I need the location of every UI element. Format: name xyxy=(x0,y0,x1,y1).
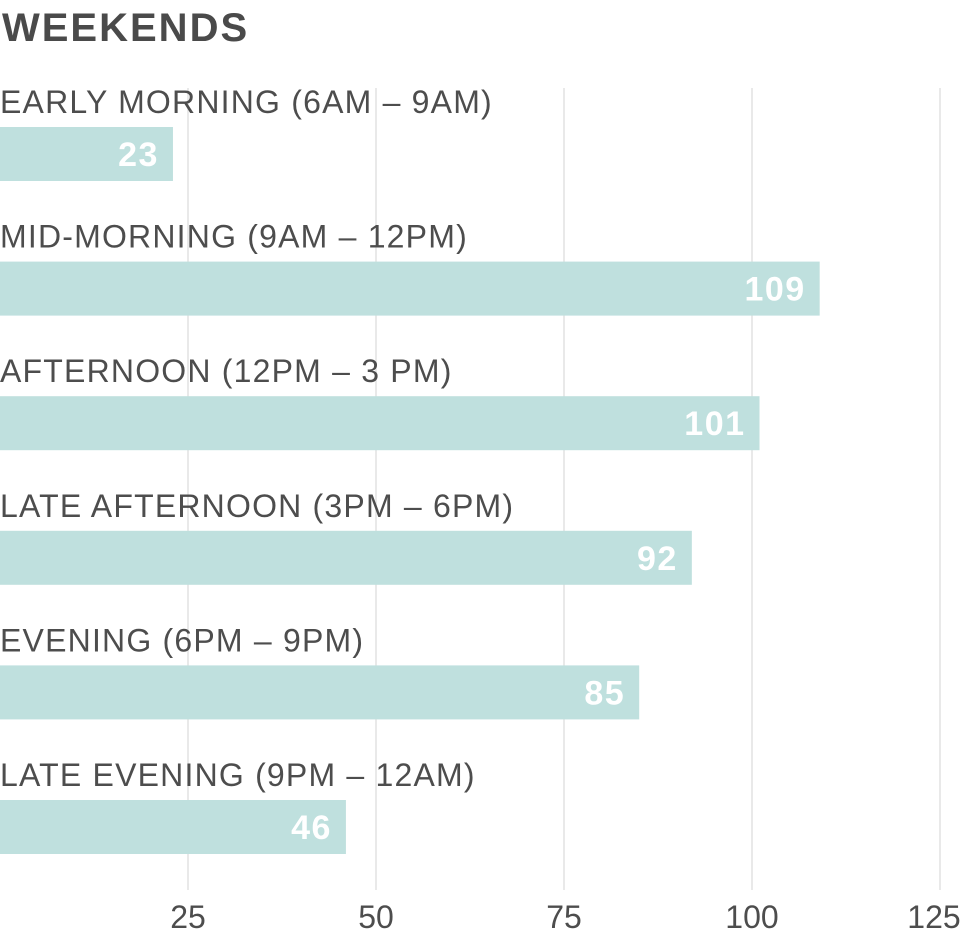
x-tick-label: 50 xyxy=(358,899,394,933)
value-label: 46 xyxy=(291,809,332,847)
chart-title: WEEKENDS xyxy=(2,6,250,50)
value-label: 85 xyxy=(584,674,625,712)
x-tick-label: 125 xyxy=(907,899,960,933)
category-label: EVENING (6PM – 9PM) xyxy=(0,622,364,658)
bar xyxy=(0,261,820,316)
bar xyxy=(0,396,760,451)
value-label: 101 xyxy=(684,405,745,443)
category-label: LATE AFTERNOON (3PM – 6PM) xyxy=(0,488,514,524)
x-tick-label: 75 xyxy=(546,899,582,933)
value-label: 23 xyxy=(118,136,159,174)
bar xyxy=(0,127,173,181)
category-label: LATE EVENING (9PM – 12AM) xyxy=(0,757,476,793)
x-tick-label: 25 xyxy=(170,899,206,933)
bar xyxy=(0,800,346,854)
bar xyxy=(0,665,640,720)
category-label: MID-MORNING (9AM – 12PM) xyxy=(0,219,468,255)
category-label: EARLY MORNING (6AM – 9AM) xyxy=(0,84,493,120)
bar xyxy=(0,530,692,585)
x-tick-label: 100 xyxy=(725,899,778,933)
value-label: 109 xyxy=(744,271,805,309)
value-label: 92 xyxy=(637,540,678,578)
category-label: AFTERNOON (12PM – 3 PM) xyxy=(0,353,453,389)
